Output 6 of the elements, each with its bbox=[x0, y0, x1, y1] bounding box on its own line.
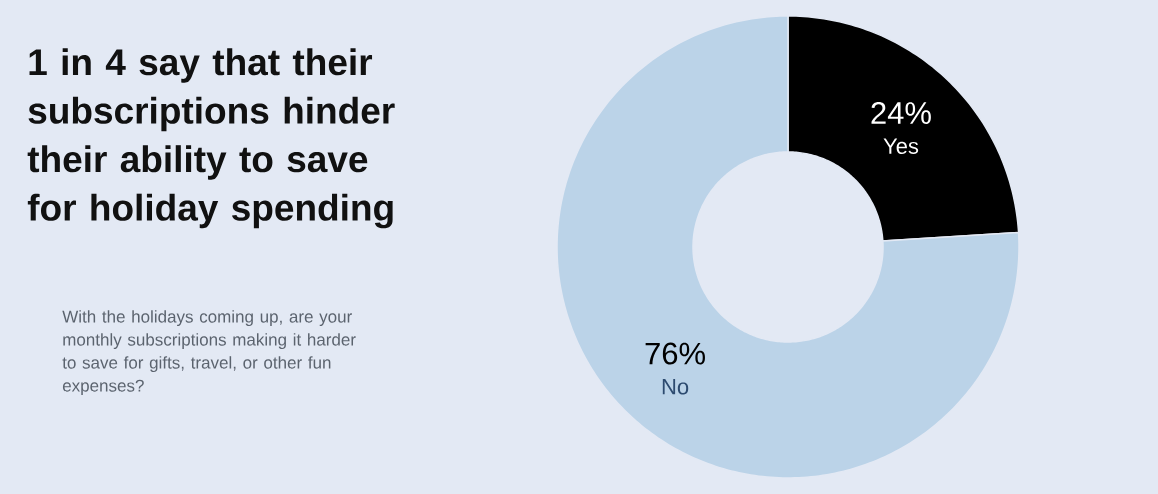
slice-label: No bbox=[662, 379, 689, 395]
text: With the holidays coming up, are your monthly subscriptions making it harder to save for gifts, travel, or other fun expenses? bbox=[62, 310, 356, 396]
slice-label: Yes bbox=[883, 138, 919, 154]
data-label: 76% bbox=[645, 342, 705, 365]
data-label: 24% bbox=[871, 102, 931, 124]
text: 1 in 4 say that their subscriptions hinder their ability to save for holiday spending bbox=[27, 48, 395, 229]
